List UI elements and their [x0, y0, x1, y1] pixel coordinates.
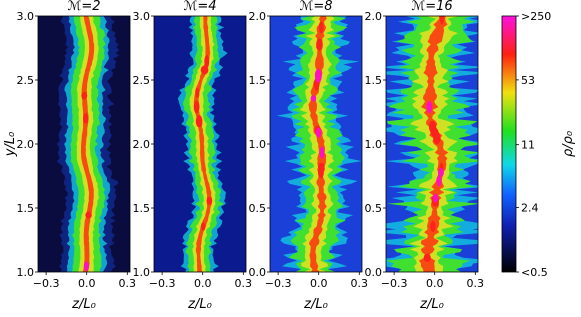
y-tick-label: 1.5 — [17, 202, 35, 215]
dense-core — [430, 221, 436, 232]
dense-core — [319, 146, 325, 159]
dense-core — [85, 211, 92, 219]
x-tick-label: 0.3 — [467, 277, 485, 290]
y-tick-label: 2.5 — [133, 74, 151, 87]
dense-core — [426, 100, 433, 114]
density-map — [386, 16, 478, 272]
panel-title: ℳ=4 — [183, 0, 216, 14]
x-tick-label: 0.0 — [310, 277, 328, 290]
x-tick-label: −0.3 — [381, 277, 408, 290]
x-tick-label: 0.0 — [426, 277, 444, 290]
filament-layer — [80, 16, 95, 272]
y-tick-label: 1.5 — [249, 74, 267, 87]
dense-core — [200, 222, 206, 231]
y-tick-label: 1.0 — [249, 138, 267, 151]
filament-layer — [193, 16, 212, 272]
dense-core — [432, 193, 439, 203]
y-tick-label: 1.0 — [133, 266, 151, 279]
dense-core — [206, 197, 213, 205]
dense-core — [317, 162, 325, 172]
dense-core — [437, 167, 444, 177]
density-map — [270, 16, 362, 272]
dense-core — [318, 21, 324, 34]
y-tick-label: 1.5 — [365, 74, 383, 87]
y-tick-label: 0.0 — [365, 266, 383, 279]
y-tick-label: 1.0 — [365, 138, 383, 151]
panel-title: ℳ=8 — [299, 0, 332, 14]
x-axis-label: z/L₀ — [187, 297, 212, 312]
x-tick-label: 0.3 — [119, 277, 137, 290]
y-tick-label: 0.0 — [249, 266, 267, 279]
dense-core — [193, 100, 200, 114]
x-axis-label: z/L₀ — [419, 297, 444, 312]
x-tick-label: 0.0 — [78, 277, 96, 290]
dense-core — [315, 127, 322, 138]
x-tick-label: 0.0 — [194, 277, 212, 290]
density-map — [154, 16, 246, 272]
colorbar-tick-label: <0.5 — [521, 266, 548, 279]
x-tick-label: −0.3 — [33, 277, 60, 290]
dense-core — [81, 91, 88, 100]
colorbar-tick-label: >250 — [521, 10, 551, 23]
dense-core — [423, 253, 431, 262]
dense-core — [204, 54, 210, 69]
y-tick-label: 3.0 — [133, 10, 151, 23]
y-tick-label: 1.0 — [17, 266, 35, 279]
y-tick-label: 0.5 — [249, 202, 267, 215]
dense-core — [310, 95, 317, 102]
y-tick-label: 2.0 — [249, 10, 267, 23]
filament-layer — [76, 16, 99, 272]
dense-core — [200, 65, 209, 75]
x-tick-label: −0.3 — [149, 277, 176, 290]
y-tick-label: 2.5 — [17, 74, 35, 87]
filament-layer — [299, 16, 336, 272]
y-axis-label: y/L₀ — [3, 131, 18, 157]
y-tick-label: 3.0 — [17, 10, 35, 23]
colorbar — [501, 15, 517, 273]
dense-core — [314, 68, 322, 83]
dense-core — [195, 87, 200, 98]
dense-core — [432, 126, 437, 140]
x-tick-label: 0.3 — [235, 277, 253, 290]
colorbar-label: ρ/ρ₀ — [561, 130, 576, 157]
dense-core — [195, 115, 203, 128]
y-tick-label: 2.0 — [133, 138, 151, 151]
dense-core — [439, 16, 444, 25]
density-map — [38, 16, 130, 272]
x-axis-label: z/L₀ — [71, 297, 96, 312]
colorbar-tick-label: 11 — [521, 139, 535, 152]
x-axis-label: z/L₀ — [303, 297, 328, 312]
panel-title: ℳ=2 — [67, 0, 100, 14]
colorbar-tick-label: 53 — [521, 74, 535, 87]
filament-layer — [419, 16, 449, 272]
y-tick-label: 2.0 — [365, 10, 383, 23]
x-tick-label: −0.3 — [265, 277, 292, 290]
filament-layer — [308, 16, 327, 272]
colorbar-tick-label: 2.4 — [521, 201, 539, 214]
dense-core — [82, 113, 89, 124]
y-tick-label: 0.5 — [365, 202, 383, 215]
y-tick-label: 1.5 — [133, 202, 151, 215]
dense-core — [316, 38, 323, 51]
panel-title: ℳ=16 — [411, 0, 452, 14]
x-tick-label: 0.3 — [351, 277, 369, 290]
y-tick-label: 2.0 — [17, 138, 35, 151]
dense-core — [436, 175, 442, 187]
dense-core — [83, 261, 90, 272]
